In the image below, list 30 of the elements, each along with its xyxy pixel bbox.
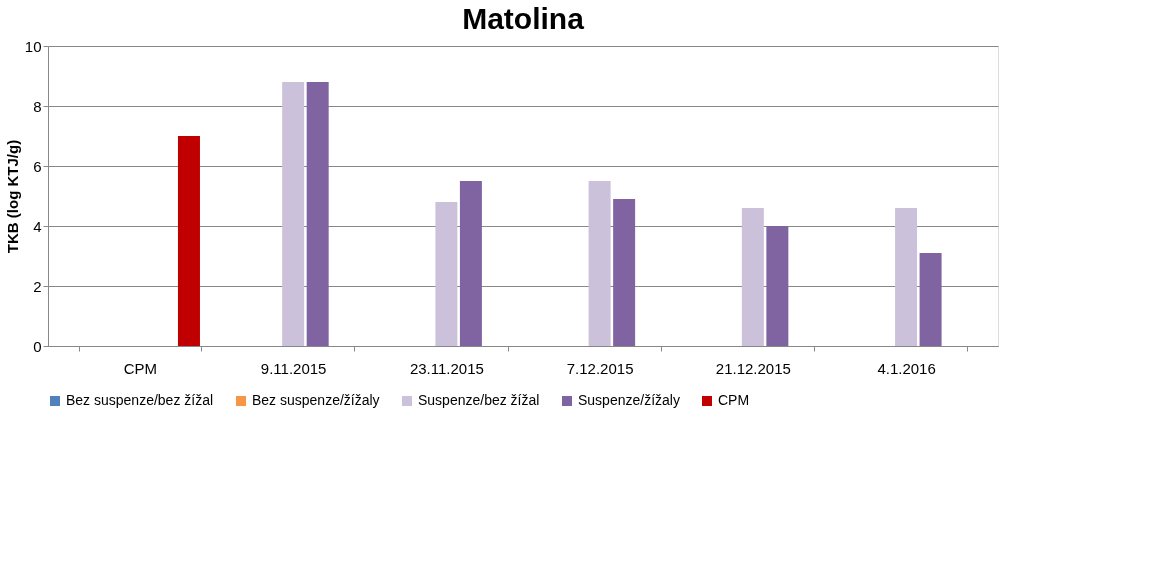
legend-label: CPM [718, 392, 750, 408]
legend-label: Suspenze/bez žížal [418, 392, 540, 408]
bar [613, 199, 636, 346]
chart-title: Matolina [462, 2, 585, 35]
y-tick-label: 10 [24, 37, 42, 55]
bar [306, 82, 329, 346]
bar [919, 253, 942, 346]
y-tick-label: 4 [33, 217, 42, 235]
bar [282, 82, 305, 346]
y-tick-label: 6 [33, 157, 42, 175]
y-tick-label: 8 [33, 97, 42, 115]
bar [895, 208, 918, 346]
bar [741, 208, 764, 346]
y-axis-title: TKB (log KTJ/g) [3, 139, 21, 254]
x-tick-label: 23.11.2015 [409, 359, 484, 377]
bar [435, 202, 458, 346]
x-tick-label: 4.1.2016 [877, 359, 936, 377]
x-tick-label: CPM [123, 359, 158, 377]
legend-label: Bez suspenze/žížaly [252, 392, 380, 408]
y-tick-label: 2 [33, 277, 42, 295]
y-tick-label: 0 [33, 337, 42, 355]
x-tick-label: 21.12.2015 [715, 359, 791, 377]
bar [177, 136, 200, 346]
bar [588, 181, 611, 346]
x-tick-label: 7.12.2015 [566, 359, 634, 377]
bar [766, 226, 789, 346]
legend-label: Suspenze/žížaly [578, 392, 680, 408]
x-tick-label: 9.11.2015 [260, 359, 327, 377]
bar [459, 181, 482, 346]
legend-label: Bez suspenze/bez žížal [66, 392, 214, 408]
